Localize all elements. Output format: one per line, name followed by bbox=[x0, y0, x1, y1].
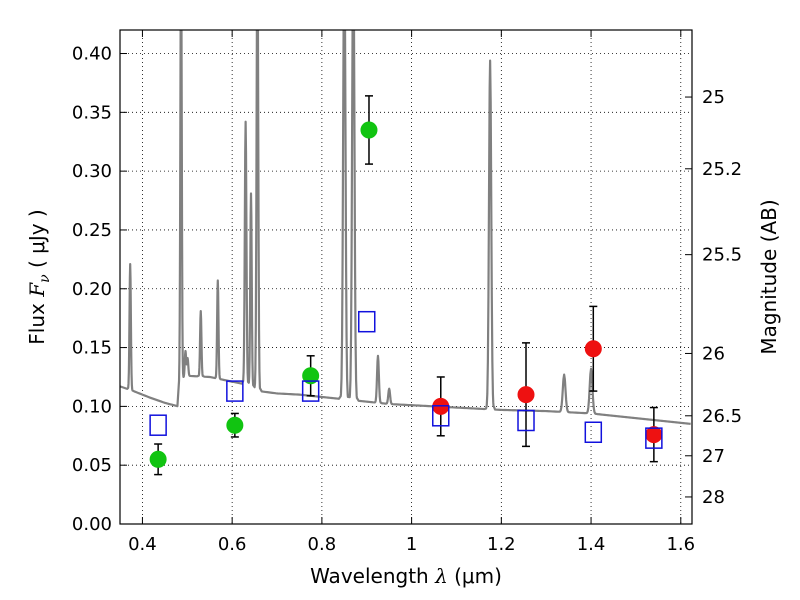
data-point-square bbox=[584, 421, 603, 444]
y-tick-labels: 0.00 0.05 0.10 0.15 0.20 0.25 0.30 0.35 0.40 bbox=[72, 44, 112, 535]
y2-tick-label: 25.2 bbox=[702, 159, 742, 180]
y2-tick-label: 28 bbox=[702, 487, 725, 508]
x-tick-label: 0.8 bbox=[308, 534, 337, 555]
y2-tick-labels: 25 25.2 25.5 26 26.5 27 28 bbox=[702, 87, 742, 508]
plot-frame bbox=[119, 29, 693, 525]
data-markers bbox=[149, 121, 663, 468]
y2-tick-label: 25.5 bbox=[702, 245, 742, 266]
data-point-square bbox=[645, 427, 663, 449]
x-axis-label: Wavelength λ (μm) bbox=[310, 564, 502, 588]
data-point-circle bbox=[584, 340, 602, 358]
data-point-circle bbox=[302, 367, 320, 385]
x-tick-labels: 0.4 0.6 0.8 1 1.2 1.4 1.6 bbox=[128, 534, 695, 555]
y-tick-label: 0.05 bbox=[72, 455, 112, 476]
data-point-square bbox=[226, 380, 244, 402]
y-tick-label: 0.20 bbox=[72, 279, 112, 300]
y2-axis-label: Magnitude (AB) bbox=[757, 199, 781, 354]
x-tick-label: 1.4 bbox=[577, 534, 606, 555]
data-point-square bbox=[301, 380, 320, 402]
spectrum-layer bbox=[120, 30, 691, 425]
data-point-square bbox=[432, 405, 450, 427]
y2-tick-label: 25 bbox=[702, 87, 725, 108]
y-tick-label: 0.40 bbox=[72, 44, 112, 65]
data-point-circle bbox=[226, 416, 244, 434]
data-point-square bbox=[149, 414, 167, 436]
y-tick-label: 0.00 bbox=[72, 514, 112, 535]
y-tick-label: 0.35 bbox=[72, 102, 112, 123]
data-point-circle bbox=[645, 426, 663, 444]
x-tick-label: 1.6 bbox=[666, 534, 695, 555]
y-tick-label: 0.25 bbox=[72, 220, 112, 241]
y-tick-label: 0.30 bbox=[72, 161, 112, 182]
y-tick-label: 0.10 bbox=[72, 396, 112, 417]
x-tick-label: 1.2 bbox=[487, 534, 516, 555]
data-point-circle bbox=[149, 450, 167, 468]
spectrum-line bbox=[120, 30, 691, 425]
y2-tick-label: 26.5 bbox=[702, 406, 742, 427]
y2-tick-label: 27 bbox=[702, 446, 725, 467]
data-point-circle bbox=[360, 121, 378, 139]
y-axis-label: Flux Fν ( μJy ) bbox=[25, 209, 53, 344]
plot-background bbox=[120, 30, 692, 524]
data-point-square bbox=[357, 310, 376, 333]
axis-ticks bbox=[120, 30, 692, 525]
y-tick-label: 0.15 bbox=[72, 338, 112, 359]
x-tick-label: 0.6 bbox=[218, 534, 247, 555]
data-point-circle bbox=[517, 386, 535, 404]
y2-tick-label: 26 bbox=[702, 343, 725, 364]
x-tick-label: 1 bbox=[406, 534, 417, 555]
x-tick-label: 0.4 bbox=[128, 534, 157, 555]
data-point-square bbox=[517, 409, 535, 432]
